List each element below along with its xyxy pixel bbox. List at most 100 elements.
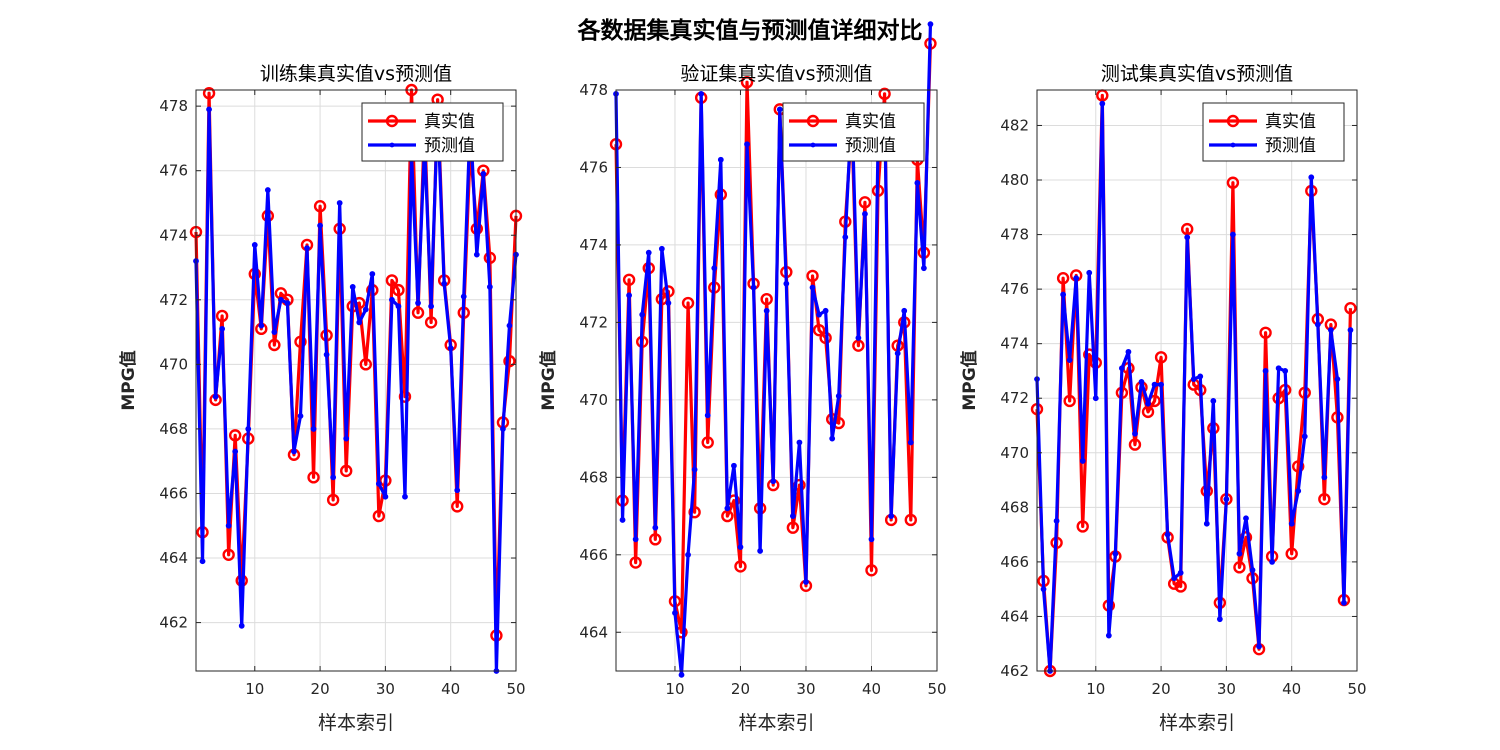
x-tick-label: 20 bbox=[731, 680, 750, 698]
pred-value-point bbox=[803, 579, 809, 585]
pred-value-point bbox=[678, 671, 685, 678]
pred-value-point bbox=[1099, 100, 1106, 107]
pred-value-point bbox=[1249, 567, 1256, 573]
true-value-point bbox=[734, 560, 747, 573]
pred-value-point bbox=[245, 426, 252, 432]
y-tick-label: 466 bbox=[159, 484, 188, 502]
y-tick-label: 478 bbox=[1000, 226, 1029, 244]
pred-value-point bbox=[789, 513, 796, 519]
y-tick-label: 474 bbox=[1000, 335, 1029, 353]
pred-value-point bbox=[1092, 395, 1099, 402]
pred-value-point bbox=[1256, 643, 1262, 650]
pred-value-point bbox=[1327, 327, 1334, 333]
x-tick-label: 50 bbox=[1347, 680, 1366, 698]
true-value-point bbox=[858, 196, 872, 209]
true-value-point bbox=[307, 471, 320, 484]
pred-value-point bbox=[1210, 398, 1217, 404]
pred-value-point bbox=[232, 448, 239, 455]
true-value-point bbox=[1344, 302, 1357, 315]
legend-true-marker bbox=[1226, 114, 1240, 128]
true-value-point bbox=[1056, 272, 1070, 285]
true-value-point bbox=[1174, 580, 1187, 593]
pred-value-point bbox=[672, 610, 678, 616]
pred-value-point bbox=[428, 303, 435, 310]
y-tick-label: 472 bbox=[1000, 389, 1029, 407]
pred-value-point bbox=[1236, 550, 1243, 557]
true-value-point bbox=[268, 338, 281, 352]
x-tick-label: 40 bbox=[1282, 680, 1301, 698]
true-value-point bbox=[1154, 351, 1168, 364]
pred-value-point bbox=[382, 493, 389, 500]
subplot-2: 10 20 30 40 50 464 466 468 470 472 474 476 478 验证集真实值… bbox=[538, 21, 947, 734]
true-value-point bbox=[1181, 222, 1194, 236]
true-value-point bbox=[878, 87, 891, 101]
pred-value-point bbox=[1112, 550, 1119, 557]
true-value-point bbox=[313, 199, 327, 213]
pred-value-point bbox=[704, 412, 711, 419]
pred-value-point bbox=[731, 462, 737, 469]
pred-value-point bbox=[691, 466, 698, 473]
pred-value-point bbox=[822, 307, 829, 314]
true-value-point bbox=[681, 296, 695, 310]
pred-value-point bbox=[297, 413, 304, 419]
pred-value-point bbox=[454, 487, 461, 494]
pred-value-point bbox=[1053, 518, 1060, 524]
pred-value-point bbox=[219, 325, 226, 332]
pred-value-point bbox=[1203, 520, 1210, 527]
true-value-point bbox=[740, 76, 754, 89]
pred-value-point bbox=[1066, 357, 1073, 363]
pred-value-point bbox=[717, 156, 724, 163]
legend-true-marker bbox=[385, 114, 399, 128]
pred-value-point bbox=[291, 448, 297, 455]
pred-value-point bbox=[1223, 496, 1230, 503]
pred-value-point bbox=[506, 322, 513, 329]
pred-value-point bbox=[1125, 348, 1132, 355]
pred-value-point bbox=[711, 265, 718, 272]
x-tick-label: 40 bbox=[441, 680, 460, 698]
pred-value-point bbox=[894, 350, 901, 357]
pred-value-point bbox=[626, 292, 633, 299]
pred-value-point bbox=[1079, 458, 1086, 464]
y-tick-label: 470 bbox=[579, 391, 608, 409]
pred-value-point bbox=[1118, 365, 1125, 372]
true-value-point bbox=[359, 358, 372, 371]
pred-value-point bbox=[737, 544, 744, 550]
y-tick-label: 468 bbox=[579, 468, 608, 486]
pred-value-point bbox=[914, 180, 921, 186]
x-tick-label: 20 bbox=[1152, 680, 1171, 698]
true-value-point bbox=[1226, 176, 1240, 189]
axes-box bbox=[195, 89, 517, 672]
pred-value-point bbox=[632, 536, 639, 543]
y-tick-label: 478 bbox=[159, 97, 188, 115]
pred-value-point bbox=[1177, 569, 1184, 576]
true-value-point bbox=[385, 274, 399, 287]
pred-value-point bbox=[1138, 378, 1145, 385]
y-tick-label: 472 bbox=[159, 291, 188, 309]
legend-box bbox=[361, 102, 504, 162]
pred-value-point bbox=[395, 303, 402, 310]
pred-value-point bbox=[330, 474, 337, 481]
pred-value-point bbox=[770, 478, 777, 485]
true-value-point bbox=[806, 269, 819, 283]
y-tick-label: 466 bbox=[579, 546, 608, 564]
true-value-point bbox=[326, 493, 340, 507]
pred-value-point bbox=[317, 222, 323, 229]
pred-value-point bbox=[486, 283, 493, 290]
pred-value-point bbox=[238, 622, 245, 629]
true-value-point bbox=[622, 273, 636, 286]
true-value-point bbox=[1318, 492, 1331, 506]
pred-value-point bbox=[343, 435, 350, 442]
true-value-point bbox=[1128, 438, 1142, 451]
pred-value-point bbox=[389, 296, 395, 303]
pred-value-point bbox=[356, 319, 363, 326]
pred-value-point bbox=[796, 439, 803, 446]
pred-value-point bbox=[1086, 269, 1093, 276]
true-value-point bbox=[411, 306, 425, 319]
pred-value-point bbox=[868, 536, 875, 543]
y-tick-label: 468 bbox=[159, 420, 188, 438]
true-value-point bbox=[503, 354, 516, 368]
x-axis-label: 样本索引 bbox=[318, 712, 394, 734]
x-axis-label: 样本索引 bbox=[738, 712, 814, 734]
pred-value-point bbox=[1073, 275, 1080, 282]
